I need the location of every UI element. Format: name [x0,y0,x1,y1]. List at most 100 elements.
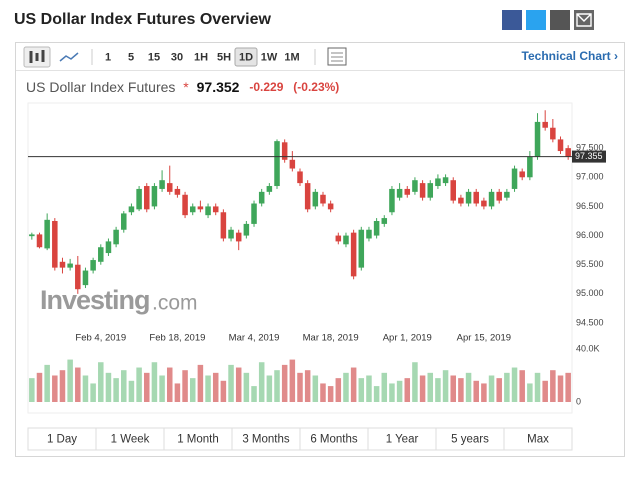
candle-body [182,194,188,216]
candle-body [304,183,311,210]
line-icon[interactable] [59,52,79,62]
volume-bar [335,378,342,402]
volume-bar [504,372,510,402]
candle-body [542,121,548,128]
plot: Investing .com 94.500 95.000 95.500 96.000 96.… [28,110,606,406]
range-cell [503,427,573,451]
candle-body [251,203,257,224]
quote-line: US Dollar Index Futures * 97.352 -0.229 … [26,79,339,95]
candle-body [228,229,234,239]
volume-bar [90,383,96,402]
volume-bar [550,370,556,402]
range-button[interactable]: 6 Months [310,434,358,446]
candle-body [335,235,342,242]
technical-chart-link[interactable]: Technical Chart › [522,49,618,63]
x-tick-label: Apr 15, 2019 [457,333,511,344]
interval-button[interactable]: 30 [171,51,183,63]
interval-button[interactable]: 1W [261,51,278,63]
candle-body [458,197,464,204]
volume-bar [458,378,464,402]
chart-type-icons [23,46,347,68]
stocktwits-icon[interactable] [550,10,570,30]
candle-body [82,270,89,286]
candle-body [75,264,81,290]
candle-body [159,180,165,189]
volume-bar [427,372,434,402]
volume-bar [419,375,426,402]
x-tick-label: Feb 4, 2019 [75,333,126,344]
x-tick-label: Mar 18, 2019 [303,333,359,344]
candle-body [274,141,280,187]
volume-bar [534,372,541,402]
interval-button[interactable]: 1H [194,51,208,63]
interval-button[interactable]: 1M [284,51,299,63]
candle-body [481,200,487,207]
candle-body [297,171,303,184]
volume-bar [52,375,58,402]
candle-body [174,188,181,195]
volume-bar [189,378,196,402]
change: -0.229 [249,80,283,94]
candle-body [358,229,365,268]
range-button[interactable]: Max [527,434,549,446]
candle-body [504,191,510,198]
widget-frame [15,42,625,457]
interval-button[interactable]: 5 [128,51,134,63]
interval-button[interactable]: 15 [148,51,160,63]
volume-bar [197,364,204,402]
range-button[interactable]: 1 Month [177,434,219,446]
interval-button[interactable]: 1D [239,51,253,63]
volume-bar [557,375,564,402]
candle-body [381,218,388,224]
range-button[interactable]: 1 Week [111,434,150,446]
x-tick-label: Feb 18, 2019 [149,333,205,344]
candle-body [496,191,502,201]
candle-body [350,232,357,277]
interval-button[interactable]: 1 [105,51,111,63]
volume-bar [343,372,349,402]
candle-body [136,188,142,210]
volume-bar [121,370,127,402]
volume-bar [565,372,571,402]
interval-button[interactable]: 5H [217,51,231,63]
facebook-icon[interactable] [502,10,522,30]
y-tick-label: 96.500 [576,201,604,211]
range-button[interactable]: 5 years [451,434,489,446]
candle-body [442,177,449,184]
volume-bar [412,362,418,402]
candle-body [557,139,564,152]
candle-body [473,191,479,204]
twitter-icon[interactable] [526,10,546,30]
volume-bar [297,372,303,402]
candle-body [36,234,43,248]
candle-body [205,206,211,216]
volume-bar [228,364,234,402]
quote: US Dollar Index Futures * 97.352 -0.229 … [26,79,339,95]
last-price: 97.352 [197,79,240,95]
candle-body [128,206,135,213]
range-button[interactable]: 1 Day [47,434,77,446]
plot-frame [27,102,573,414]
candle-body [67,263,73,268]
range-button[interactable]: 1 Year [386,434,419,446]
volume-bar [404,378,411,402]
x-tick-label: Apr 1, 2019 [383,333,432,344]
candle-body [404,188,411,195]
volume-bar [36,372,43,402]
volume-bar [312,375,319,402]
watermark: Investing [40,285,150,315]
candle-body [166,183,173,192]
candle-body [105,241,112,254]
volume-bar [396,380,403,402]
candle-body [281,142,288,160]
volume-bar [113,378,119,402]
calendar-icon[interactable] [327,47,347,66]
candle-body [488,191,495,207]
range-button[interactable]: 3 Months [242,434,290,446]
volume-bar [304,370,311,402]
email-icon[interactable] [574,10,594,30]
volume-bar [67,359,73,402]
candle-body [343,235,349,245]
range-buttons: 1 Day 1 Week 1 Month 3 Months 6 Months 1 Year… [27,427,573,451]
